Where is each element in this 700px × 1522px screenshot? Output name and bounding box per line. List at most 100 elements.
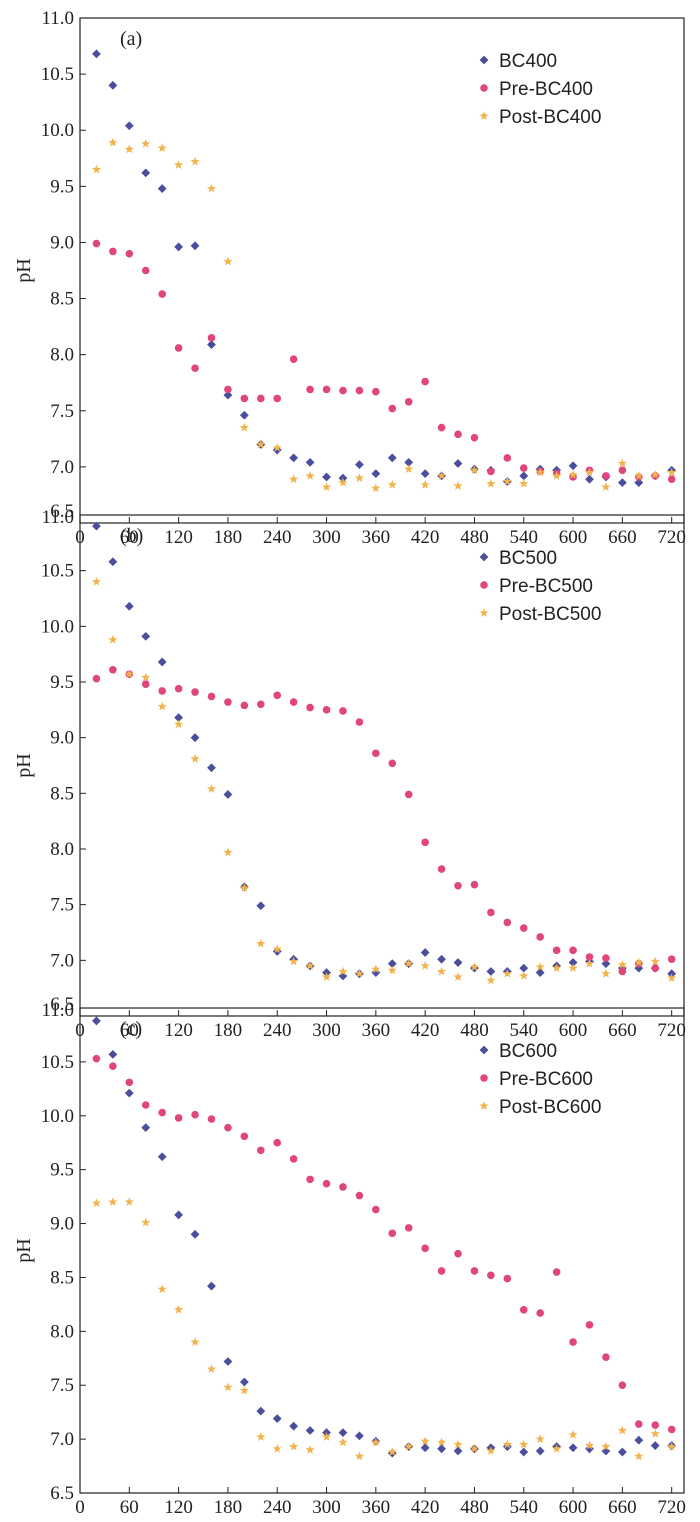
data-point [223, 390, 233, 400]
data-point [207, 763, 216, 773]
data-point [109, 1062, 117, 1070]
data-point [256, 394, 265, 403]
legend-label: Pre-BC500 [499, 576, 593, 597]
data-point [453, 972, 463, 981]
data-point [289, 453, 299, 463]
data-point [224, 385, 232, 394]
data-point [108, 634, 118, 644]
data-point [519, 963, 529, 973]
x-tick-label: 180 [214, 527, 243, 548]
data-point [486, 967, 496, 976]
data-point [667, 1425, 676, 1434]
x-tick-label: 120 [164, 1020, 193, 1041]
x-tick-label: 300 [312, 1497, 341, 1518]
data-point [256, 439, 266, 449]
data-point [404, 1441, 414, 1451]
data-point [535, 968, 545, 977]
y-tick-label: 10.0 [41, 120, 74, 141]
data-point [190, 156, 200, 166]
data-point [306, 385, 314, 394]
data-point [305, 1445, 315, 1454]
data-point [584, 958, 595, 968]
data-point [223, 847, 233, 857]
data-point [355, 1191, 364, 1200]
data-point [174, 242, 184, 252]
data-point [157, 1284, 167, 1294]
data-point [321, 482, 332, 491]
data-point [617, 1425, 627, 1435]
data-point [469, 465, 480, 475]
data-point [256, 901, 266, 911]
data-point [207, 692, 216, 701]
series-Pre-BC500 [92, 665, 676, 976]
data-point [191, 1110, 199, 1119]
y-tick-label: 9.5 [50, 176, 74, 197]
y-tick-label: 10.0 [41, 1106, 74, 1127]
data-point [454, 881, 462, 890]
data-point [256, 1146, 265, 1155]
data-point [321, 1432, 332, 1441]
data-point [338, 477, 348, 487]
data-point [667, 973, 677, 983]
data-point [239, 422, 249, 432]
data-point [519, 971, 529, 980]
data-point [92, 49, 101, 59]
data-point [240, 394, 249, 403]
data-point [240, 1132, 249, 1141]
data-point [174, 1210, 184, 1220]
data-point [124, 669, 134, 679]
x-tick-label: 480 [460, 1020, 489, 1041]
data-point [569, 946, 577, 955]
data-point [651, 964, 660, 972]
data-point [487, 1271, 495, 1280]
data-point [239, 410, 249, 420]
data-point [503, 454, 512, 462]
data-point [601, 482, 611, 491]
y-tick-label: 8.0 [50, 345, 74, 366]
y-tick-label: 6.5 [50, 501, 74, 522]
x-tick-label: 660 [608, 527, 637, 548]
data-point [305, 458, 315, 467]
data-point [174, 684, 183, 693]
y-tick-label: 7.0 [50, 1429, 74, 1450]
data-point [223, 256, 233, 266]
legend-label: BC400 [499, 51, 557, 72]
legend-label: Post-BC400 [499, 107, 601, 128]
legend-label: Post-BC600 [499, 1097, 601, 1118]
data-point [618, 1381, 627, 1390]
data-point [91, 1198, 101, 1207]
data-point [190, 733, 200, 743]
data-point [108, 557, 118, 567]
data-point [634, 478, 644, 487]
data-point [174, 344, 183, 352]
data-point [273, 1138, 282, 1147]
data-point [486, 975, 496, 985]
data-point [141, 266, 150, 275]
data-point [207, 1281, 216, 1291]
data-point [289, 1421, 299, 1431]
y-tick-label: 11.0 [41, 1000, 74, 1021]
x-tick-label: 180 [214, 1020, 243, 1041]
data-point [387, 480, 397, 489]
data-point [239, 883, 249, 892]
data-point [388, 404, 397, 413]
legend-marker [479, 55, 489, 65]
x-tick-label: 240 [263, 527, 292, 548]
data-point [305, 471, 315, 480]
plot-frame [79, 514, 685, 1017]
data-point [552, 963, 562, 973]
data-point [602, 954, 610, 962]
data-point [371, 964, 381, 974]
data-point [141, 631, 151, 641]
data-point [141, 1123, 151, 1133]
data-point [568, 963, 578, 973]
data-point [469, 962, 480, 971]
data-point [190, 241, 200, 251]
data-point [404, 958, 414, 968]
data-point [372, 387, 380, 396]
y-tick-label: 7.0 [50, 457, 74, 478]
data-point [502, 1439, 512, 1449]
data-point [289, 698, 298, 706]
data-point [339, 1183, 347, 1191]
